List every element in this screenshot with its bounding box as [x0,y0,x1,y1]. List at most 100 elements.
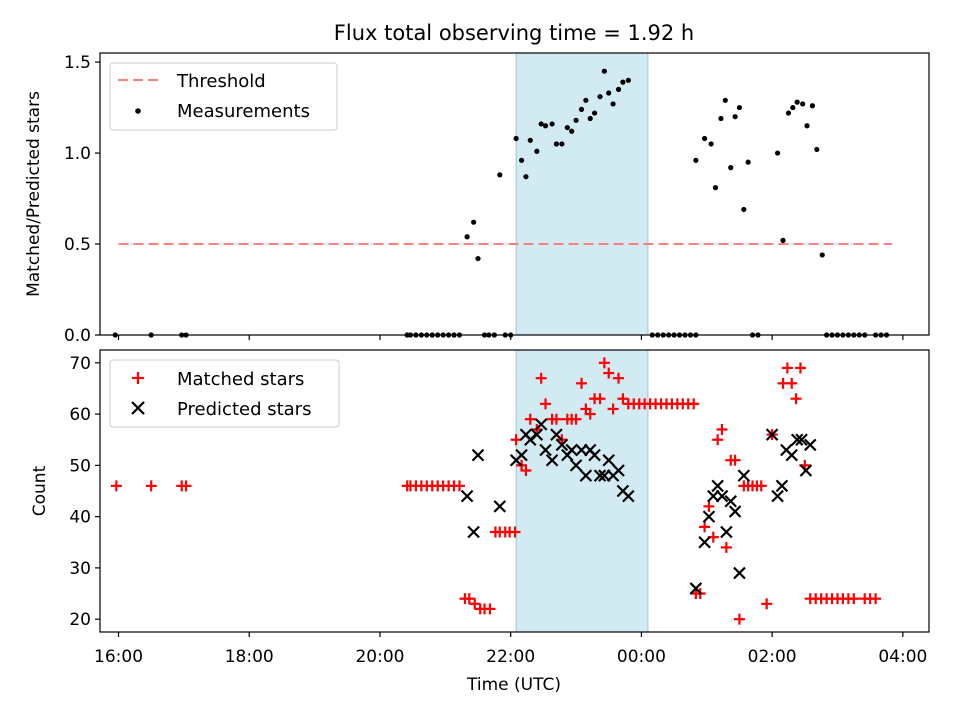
matched-point [145,480,157,492]
matched-point [729,454,741,466]
measurement-point [518,157,525,163]
x-tick-label: 04:00 [878,647,927,667]
matched-point [848,593,860,605]
matched-point [598,357,610,369]
predicted-point [724,494,738,508]
measurement-point [745,159,751,165]
predicted-point [602,453,616,467]
predicted-point [460,489,474,503]
x-tick-label: 00:00 [617,647,666,667]
predicted-point [775,479,789,493]
measurement-point [794,99,800,105]
measurement-point [718,115,724,122]
top-y-ticks: 0.0 0.5 1.0 1.5 [64,53,100,346]
x-tick-label: 16:00 [94,647,143,667]
measurement-point [534,148,540,154]
predicted-point [550,428,563,441]
matched-point [716,423,728,435]
predicted-point [689,582,703,595]
y-tick-label: 1.0 [64,144,91,164]
matched-point [509,526,521,538]
top-legend-box [109,62,338,131]
y-tick-label: 20 [69,610,91,630]
measurement-point [553,141,560,147]
measurement-point [785,110,792,116]
legend-measurements-label: Measurements [177,101,310,122]
predicted-point [771,489,784,503]
predicted-point [790,433,804,447]
measurement-point [728,165,734,171]
measurement-point [527,137,533,143]
matched-point [790,393,802,405]
measurement-point [790,104,796,111]
measurement-point [573,117,579,123]
matched-point [617,393,629,405]
predicted-point [720,525,733,539]
bottom-x-ticks: 16:00 18:00 20:00 22:00 00:00 02:00 04:00 [94,632,927,667]
matched-point [463,593,475,605]
y-tick-label: 0.5 [64,235,91,255]
top-panel: 0.0 0.5 1.0 1.5 Matched/Predicted stars Thr… [24,52,930,346]
matched-point [703,500,715,512]
predicted-point [702,510,716,523]
measurement-point [610,101,616,107]
measurement-point [523,174,529,180]
matched-point [510,434,522,446]
measurement-point [722,97,728,103]
matched-point [535,372,547,384]
predicted-point [515,448,528,462]
matched-point [613,372,625,384]
predicted-point [785,448,799,462]
y-tick-label: 70 [69,354,91,374]
matched-point [584,408,596,420]
predicted-point [545,453,559,467]
measurement-point [615,86,622,92]
legend-measurements-swatch [135,108,141,114]
y-tick-label: 1.5 [64,53,91,73]
bottom-y-axis-label: Count [30,465,50,516]
matched-point [720,541,732,553]
measurement-point [601,68,607,74]
measurement-point [538,121,544,127]
predicted-point [593,469,607,482]
matched-point [453,480,465,492]
x-tick-label: 02:00 [748,647,797,667]
legend-threshold-label: Threshold [176,71,266,92]
measurement-point [464,234,470,240]
matched-point [607,403,619,415]
bottom-y-ticks: 20 30 40 50 60 70 [69,354,100,630]
measurement-point [471,219,477,225]
top-x-ticks [117,335,904,340]
x-tick-label: 22:00 [486,647,535,667]
bottom-legend-box [109,359,340,428]
bottom-highlight-region [515,349,649,633]
measurement-point [708,141,714,147]
matched-point [699,521,711,533]
matched-point [870,593,882,605]
bottom-legend: Matched stars Predicted stars [109,359,340,428]
measurement-point [736,104,743,111]
matched-point [712,434,724,446]
matched-point [540,398,552,410]
y-tick-label: 60 [69,405,91,425]
measurement-point [513,135,519,142]
matched-point [524,413,536,425]
bottom-axes-frame [99,349,930,633]
matched-point [575,377,587,389]
measurement-point [578,106,585,112]
predicted-point [565,443,578,457]
measurement-point [800,101,806,107]
matched-point [733,613,745,625]
measurement-point [597,94,603,100]
measurements-series [112,68,890,338]
predicted-point [795,433,808,447]
bottom-panel: 20 30 40 50 60 70 16:00 18:00 20:00 22:00 00:00 02… [30,349,930,667]
measurement-point [712,185,719,191]
matched-point [688,398,700,410]
predicted-point [733,566,746,580]
measurement-point [732,114,738,120]
predicted-point [799,464,813,477]
top-highlight-region [515,52,649,336]
predicted-point [569,459,583,472]
